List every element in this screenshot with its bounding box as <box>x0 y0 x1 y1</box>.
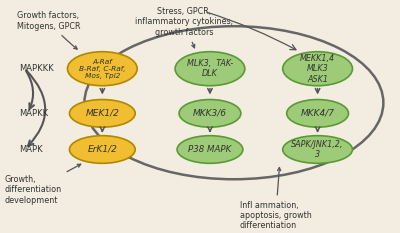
Ellipse shape <box>175 52 245 86</box>
Text: MAPKK: MAPKK <box>19 109 48 118</box>
Ellipse shape <box>70 136 135 163</box>
Text: MEK1/2: MEK1/2 <box>86 109 119 118</box>
Text: Growth,
differentiation
development: Growth, differentiation development <box>5 164 81 205</box>
Text: MAPK: MAPK <box>19 145 42 154</box>
Ellipse shape <box>287 99 348 127</box>
Text: P38 MAPK: P38 MAPK <box>188 145 232 154</box>
Ellipse shape <box>283 52 352 86</box>
Text: MEKK1,4
MLK3
ASK1: MEKK1,4 MLK3 ASK1 <box>300 54 335 84</box>
Ellipse shape <box>70 99 135 127</box>
Ellipse shape <box>68 52 137 86</box>
Ellipse shape <box>177 136 243 163</box>
Text: ErK1/2: ErK1/2 <box>88 145 117 154</box>
Text: MAPKKK: MAPKKK <box>19 64 53 73</box>
Ellipse shape <box>84 26 383 179</box>
Ellipse shape <box>179 99 241 127</box>
Text: MKK3/6: MKK3/6 <box>193 109 227 118</box>
Text: Growth factors,
Mitogens, GPCR: Growth factors, Mitogens, GPCR <box>17 11 80 49</box>
Text: MKK4/7: MKK4/7 <box>300 109 334 118</box>
Text: A-Raf
B-Raf, C-Raf,
Mos, Tpl2: A-Raf B-Raf, C-Raf, Mos, Tpl2 <box>79 59 126 79</box>
Text: Infl ammation,
apoptosis, growth
differentiation: Infl ammation, apoptosis, growth differe… <box>240 168 312 230</box>
Ellipse shape <box>283 136 352 163</box>
Text: Stress, GPCR,
inflammatory cytokines,
growth factors: Stress, GPCR, inflammatory cytokines, gr… <box>135 7 233 48</box>
Text: MLK3,  TAK-
DLK: MLK3, TAK- DLK <box>187 59 233 79</box>
Text: SAPK/JNK1,2,
3: SAPK/JNK1,2, 3 <box>292 140 344 159</box>
